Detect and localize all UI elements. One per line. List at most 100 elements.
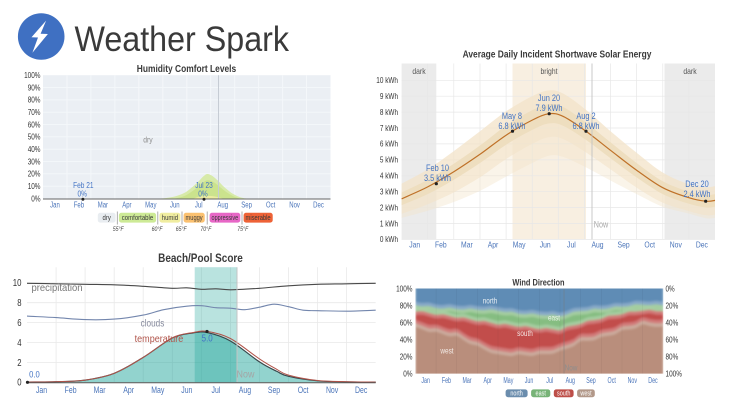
svg-text:Feb: Feb <box>435 240 447 250</box>
svg-text:0%: 0% <box>31 194 40 203</box>
svg-text:Jan: Jan <box>50 201 60 210</box>
svg-text:Feb: Feb <box>442 376 452 385</box>
svg-text:30%: 30% <box>28 157 41 166</box>
svg-text:4: 4 <box>17 338 22 349</box>
svg-text:Mar: Mar <box>98 201 109 210</box>
svg-text:Nov: Nov <box>289 201 300 210</box>
svg-text:Apr: Apr <box>123 385 134 396</box>
svg-text:Sep: Sep <box>268 385 280 396</box>
svg-text:8: 8 <box>17 298 22 309</box>
svg-text:4 kWh: 4 kWh <box>380 172 398 181</box>
svg-text:Dec 20: Dec 20 <box>685 179 708 189</box>
svg-text:80%: 80% <box>400 301 413 310</box>
svg-text:Jul 23: Jul 23 <box>195 181 213 190</box>
svg-text:70%: 70% <box>28 108 41 117</box>
svg-text:May: May <box>145 201 156 210</box>
svg-text:70°F: 70°F <box>200 225 212 233</box>
svg-text:muggy: muggy <box>186 213 203 222</box>
svg-text:Sep: Sep <box>241 201 252 210</box>
svg-text:50%: 50% <box>28 133 41 142</box>
svg-text:Oct: Oct <box>266 201 276 210</box>
svg-text:7 kWh: 7 kWh <box>380 124 398 133</box>
svg-text:6: 6 <box>17 318 22 329</box>
svg-text:10: 10 <box>13 278 22 289</box>
svg-text:80%: 80% <box>28 96 41 105</box>
svg-text:west: west <box>440 347 455 356</box>
svg-text:Mar: Mar <box>462 376 471 385</box>
svg-text:Feb: Feb <box>65 385 77 396</box>
svg-text:2 kWh: 2 kWh <box>380 203 398 212</box>
svg-text:Jan: Jan <box>421 376 430 385</box>
svg-text:Now: Now <box>237 368 255 380</box>
svg-text:0%: 0% <box>198 189 208 198</box>
svg-text:May: May <box>513 240 526 250</box>
svg-text:Sep: Sep <box>618 240 630 250</box>
svg-text:bright: bright <box>541 66 559 76</box>
svg-text:0%: 0% <box>403 369 412 378</box>
svg-text:20%: 20% <box>666 301 679 310</box>
svg-text:10%: 10% <box>28 182 41 191</box>
svg-text:6.8 kWh: 6.8 kWh <box>498 121 525 131</box>
svg-text:Dec: Dec <box>648 376 657 385</box>
svg-text:Feb 21: Feb 21 <box>73 181 94 190</box>
svg-text:100%: 100% <box>396 284 412 293</box>
svg-text:9 kWh: 9 kWh <box>380 92 398 101</box>
svg-text:1 kWh: 1 kWh <box>380 219 398 228</box>
svg-text:Apr: Apr <box>122 201 132 210</box>
svg-text:Aug 2: Aug 2 <box>576 111 595 121</box>
svg-text:7.9 kWh: 7.9 kWh <box>535 103 562 113</box>
svg-text:0 kWh: 0 kWh <box>380 235 398 244</box>
svg-text:Now: Now <box>594 220 609 230</box>
svg-text:0%: 0% <box>77 189 87 198</box>
svg-text:100%: 100% <box>666 369 682 378</box>
svg-text:6.8 kWh: 6.8 kWh <box>572 121 599 131</box>
svg-text:precipitation: precipitation <box>32 282 83 294</box>
svg-text:60%: 60% <box>666 335 679 344</box>
svg-text:75°F: 75°F <box>237 225 249 233</box>
svg-text:40%: 40% <box>666 318 679 327</box>
svg-text:0.0: 0.0 <box>29 370 40 381</box>
svg-text:south: south <box>557 390 570 397</box>
svg-text:40%: 40% <box>28 145 41 154</box>
svg-text:8 kWh: 8 kWh <box>380 108 398 117</box>
svg-text:east: east <box>548 314 561 323</box>
svg-text:Weather Spark: Weather Spark <box>75 20 290 59</box>
svg-text:Jul: Jul <box>567 240 576 250</box>
svg-text:Now: Now <box>565 364 578 373</box>
svg-text:miserable: miserable <box>246 213 271 222</box>
svg-text:temperature: temperature <box>135 333 184 345</box>
svg-text:Oct: Oct <box>298 385 309 396</box>
svg-text:60%: 60% <box>400 318 413 327</box>
svg-text:Mar: Mar <box>94 385 106 396</box>
svg-text:Jun: Jun <box>170 201 180 210</box>
svg-text:Apr: Apr <box>484 376 493 385</box>
svg-text:60%: 60% <box>28 120 41 129</box>
svg-text:Sep: Sep <box>586 376 596 385</box>
svg-text:Nov: Nov <box>670 240 683 250</box>
svg-text:dry: dry <box>143 134 153 144</box>
svg-text:Aug: Aug <box>591 240 603 250</box>
svg-text:clouds: clouds <box>141 318 165 330</box>
svg-text:Jun: Jun <box>540 240 551 250</box>
svg-text:Jun: Jun <box>525 376 534 385</box>
svg-text:west: west <box>580 390 592 397</box>
svg-text:north: north <box>510 390 522 397</box>
svg-text:0: 0 <box>17 378 22 389</box>
svg-text:5.0: 5.0 <box>202 334 213 345</box>
svg-text:dry: dry <box>103 213 111 222</box>
svg-text:Apr: Apr <box>488 240 499 250</box>
svg-text:20%: 20% <box>400 352 413 361</box>
svg-text:Beach/Pool Score: Beach/Pool Score <box>158 251 243 265</box>
svg-text:2.4 kWh: 2.4 kWh <box>683 189 710 199</box>
svg-text:3.5 kWh: 3.5 kWh <box>424 173 451 183</box>
svg-text:Dec: Dec <box>313 201 324 210</box>
svg-text:20%: 20% <box>28 170 41 179</box>
svg-text:oppressive: oppressive <box>212 213 239 222</box>
svg-text:100%: 100% <box>24 71 40 80</box>
svg-text:May 8: May 8 <box>502 111 522 121</box>
svg-text:0%: 0% <box>666 284 675 293</box>
svg-text:Wind Direction: Wind Direction <box>512 278 564 289</box>
svg-text:40%: 40% <box>400 335 413 344</box>
svg-text:north: north <box>483 297 498 306</box>
svg-text:Jan: Jan <box>36 385 47 396</box>
